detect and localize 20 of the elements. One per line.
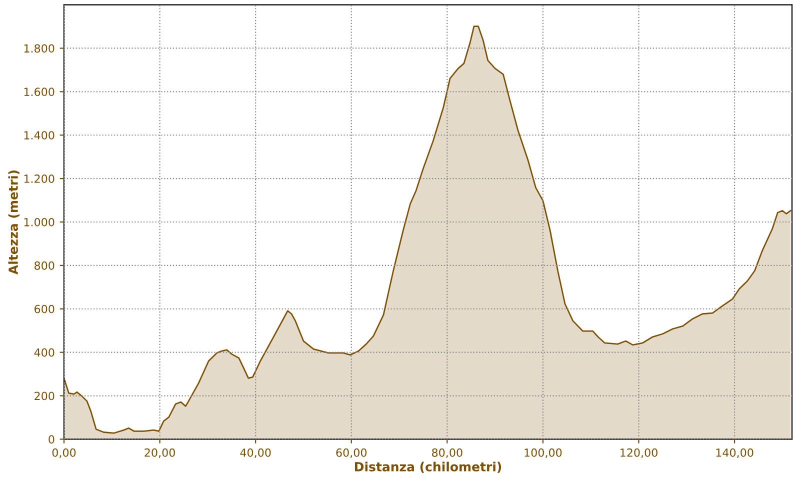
x-tick-label: 140,00 bbox=[716, 448, 754, 458]
y-tick-label: 200 bbox=[34, 392, 54, 400]
y-tick-label: 600 bbox=[34, 304, 54, 314]
x-tick-label: 60,00 bbox=[336, 448, 367, 458]
y-tick-label: 0 bbox=[48, 435, 54, 444]
y-axis-title: Altezza (metri) bbox=[8, 170, 20, 274]
y-tick-label: 800 bbox=[34, 261, 54, 270]
x-tick-label: 20,00 bbox=[144, 448, 175, 458]
x-tick-label: 100,00 bbox=[524, 448, 562, 458]
x-axis-title: Distanza (chilometri) bbox=[355, 462, 502, 473]
y-tick-label: 400 bbox=[34, 348, 54, 357]
y-tick-label: 1.400 bbox=[24, 131, 54, 140]
x-tick-label: 0,00 bbox=[52, 448, 76, 458]
y-tick-label: 1.000 bbox=[24, 218, 54, 226]
y-tick-label: 1.600 bbox=[24, 88, 54, 96]
y-tick-label: 1.800 bbox=[24, 44, 54, 53]
x-tick-label: 120,00 bbox=[620, 448, 658, 458]
x-tick-label: 80,00 bbox=[432, 448, 462, 458]
y-tick-label: 1.200 bbox=[24, 174, 54, 183]
x-tick-label: 40,00 bbox=[240, 448, 271, 458]
